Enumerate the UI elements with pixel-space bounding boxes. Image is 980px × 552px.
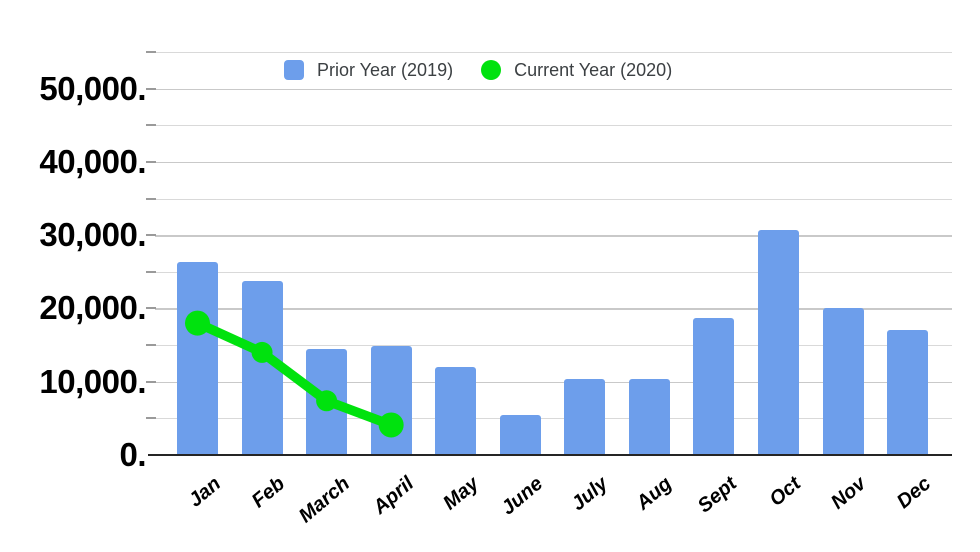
major-gridline — [155, 381, 952, 384]
major-gridline — [155, 161, 952, 164]
y-axis-label: 50,000. — [39, 69, 146, 107]
y-axis-tick — [146, 160, 156, 163]
y-axis-tick — [146, 344, 156, 347]
bar-june — [499, 414, 541, 455]
y-axis-tick — [146, 270, 156, 273]
chart-legend: Prior Year (2019) Current Year (2020) — [284, 58, 672, 82]
line-point-feb — [251, 341, 273, 363]
y-axis-tick — [146, 234, 156, 237]
y-axis-label: 40,000. — [39, 142, 146, 180]
y-axis-tick — [146, 307, 156, 310]
minor-gridline — [155, 125, 952, 127]
y-axis-label: 20,000. — [39, 289, 146, 327]
bar-may — [435, 367, 477, 455]
y-axis-label: 10,000. — [39, 362, 146, 400]
minor-gridline — [155, 198, 952, 200]
line-point-jan — [185, 310, 210, 336]
bar-july — [564, 378, 606, 455]
y-axis-tick — [146, 51, 156, 53]
bar-nov — [822, 308, 864, 455]
line-point-april — [378, 412, 404, 438]
legend-item-prior-year: Prior Year (2019) — [284, 58, 453, 82]
y-axis-tick — [146, 124, 156, 127]
legend-item-current-year: Current Year (2020) — [481, 58, 672, 82]
major-gridline — [155, 88, 952, 91]
line-series-swatch-icon — [481, 60, 502, 80]
bar-sept — [693, 317, 735, 455]
y-axis-tick — [146, 380, 156, 383]
current-year-line — [185, 310, 404, 438]
minor-gridline — [155, 52, 952, 53]
plot-area — [146, 51, 952, 456]
major-gridline — [155, 308, 952, 310]
y-axis-tick — [146, 197, 156, 200]
x-axis-line — [148, 453, 952, 456]
legend-label-current-year: Current Year (2020) — [514, 60, 673, 80]
major-gridline — [155, 235, 952, 237]
y-axis-label: 0. — [119, 436, 146, 473]
bar-series-swatch-icon — [284, 60, 304, 80]
minor-gridline — [155, 345, 952, 347]
y-axis-label: 30,000. — [39, 216, 146, 254]
bar-aug — [628, 378, 670, 455]
y-axis-tick — [146, 417, 156, 420]
bar-jan — [177, 262, 218, 455]
legend-label-prior-year: Prior Year (2019) — [317, 60, 454, 80]
line-point-march — [316, 390, 338, 412]
line-segment — [192, 318, 396, 430]
minor-gridline — [155, 418, 952, 420]
bar-oct — [757, 230, 799, 455]
minor-gridline — [155, 271, 952, 273]
bar-dec — [887, 329, 929, 455]
y-axis-tick — [146, 87, 156, 90]
